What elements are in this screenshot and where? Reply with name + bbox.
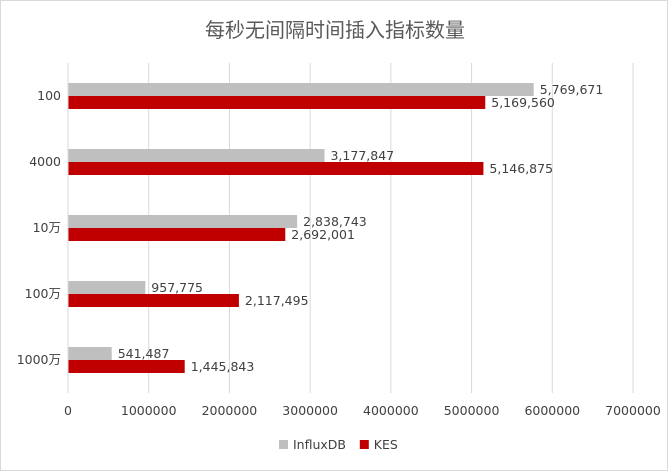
bar-influxdb <box>68 83 534 96</box>
axes: 0 1000000 2000000 3000000 4000000 5000000 6000… <box>17 63 661 418</box>
x-tick-label: 2000000 <box>202 403 258 418</box>
bar-influxdb <box>68 347 112 360</box>
bar-value-label: 5,169,560 <box>491 95 555 110</box>
legend-swatch-influxdb <box>279 440 288 449</box>
x-tick-label: 0 <box>64 403 72 418</box>
category-label: 1000万 <box>17 352 61 367</box>
bar-influxdb <box>68 149 325 162</box>
x-tick-label: 7000000 <box>605 403 661 418</box>
legend-swatch-kes <box>359 440 369 449</box>
grid-lines <box>148 63 634 393</box>
bar-value-label: 2,692,001 <box>291 227 355 242</box>
watermark-main-text: 掘金技术社区 @ 我是杰尼 <box>415 430 649 454</box>
x-tick-label: 3000000 <box>282 403 338 418</box>
bar-value-label: 2,838,743 <box>303 214 367 229</box>
x-tick-label: 4000000 <box>363 403 419 418</box>
bar-value-label: 5,146,875 <box>489 161 553 176</box>
bar-influxdb <box>68 281 146 294</box>
category-label: 4000 <box>29 154 61 169</box>
x-tick-label: 5000000 <box>444 403 500 418</box>
category-label: 10万 <box>33 220 61 235</box>
bar-value-label: 541,487 <box>118 346 170 361</box>
bar-value-label: 5,769,671 <box>540 82 604 97</box>
bar-kes <box>68 96 486 109</box>
bars <box>68 83 534 373</box>
bar-influxdb <box>68 215 298 228</box>
chart-title: 每秒无间隔时间插入指标数量 <box>205 18 465 42</box>
bar-kes <box>68 228 286 241</box>
bar-kes <box>68 294 239 307</box>
legend: InfluxDB KES <box>279 437 398 452</box>
x-tick-label: 1000000 <box>121 403 177 418</box>
bar-value-label: 1,445,843 <box>191 359 255 374</box>
bar-value-label: 3,177,847 <box>330 148 394 163</box>
legend-label: KES <box>374 437 398 452</box>
x-tick-label: 6000000 <box>524 403 580 418</box>
category-label: 100 <box>37 88 61 103</box>
bar-value-label: 2,117,495 <box>245 293 309 308</box>
bar-kes <box>68 162 484 175</box>
category-label: 100万 <box>25 286 61 301</box>
watermark-sub-text: CSDN @心态还需努力呀 <box>538 453 661 467</box>
bar-value-label: 957,775 <box>151 280 203 295</box>
watermark: 掘金技术社区 @ 我是杰尼 CSDN @心态还需努力呀 <box>415 430 661 467</box>
legend-label: InfluxDB <box>293 437 346 452</box>
bar-kes <box>68 360 185 373</box>
